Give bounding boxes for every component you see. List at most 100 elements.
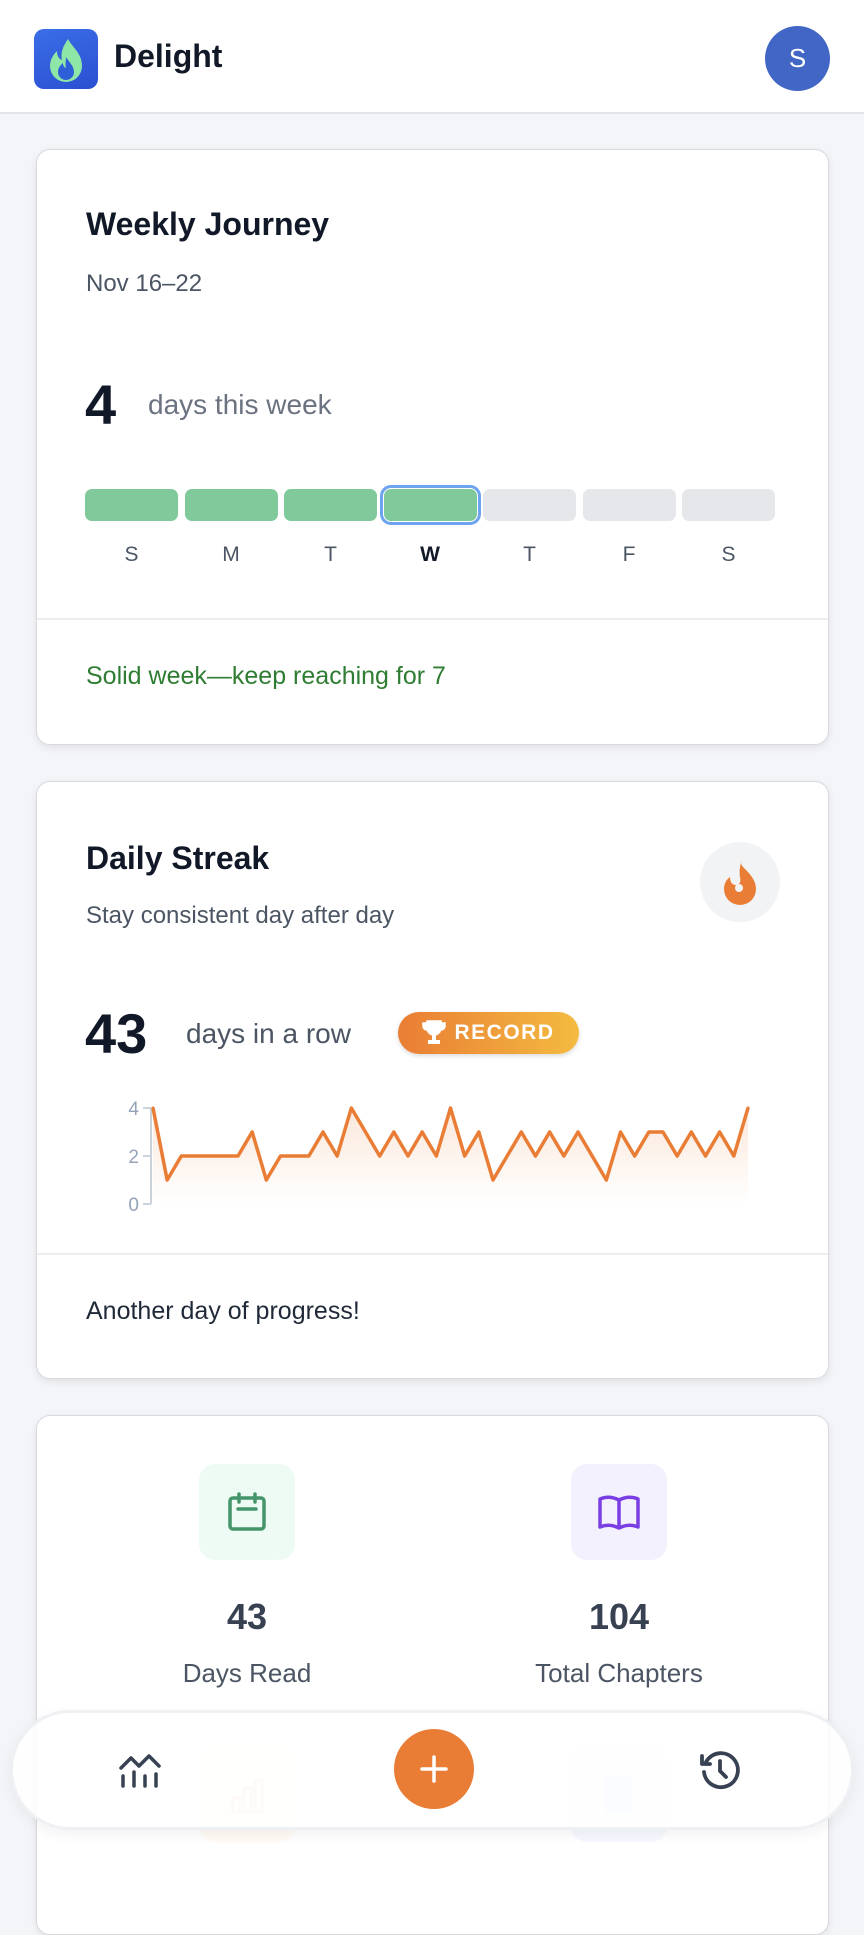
day-label: M <box>222 543 240 566</box>
streak-message: Another day of progress! <box>86 1297 360 1325</box>
streak-count: 43 <box>85 1002 148 1065</box>
day-label: F <box>622 543 636 566</box>
streak-point <box>449 1106 452 1110</box>
record-label: RECORD <box>454 1021 555 1044</box>
stats-card: 43 Days Read 104 Total Chapters <box>36 1415 829 1935</box>
total-chapters-label: Total Chapters <box>535 1658 703 1688</box>
day-bar <box>483 489 576 521</box>
card-subtitle: Stay consistent day after day <box>86 902 395 929</box>
day-bar <box>582 489 676 521</box>
streak-point <box>647 1130 651 1134</box>
day-bar <box>284 489 377 521</box>
streak-point <box>689 1130 693 1134</box>
card-title: Weekly Journey <box>86 206 330 242</box>
streak-point <box>420 1130 424 1134</box>
streak-point <box>491 1178 495 1182</box>
streak-point <box>534 1154 537 1158</box>
streak-count-label: days in a row <box>186 1018 351 1049</box>
y-tick-label: 4 <box>128 1099 139 1120</box>
streak-point <box>732 1154 736 1158</box>
total-chapters-value: 104 <box>588 1596 650 1637</box>
y-tick-label: 2 <box>128 1147 139 1168</box>
streak-point <box>321 1130 325 1134</box>
streak-chart: 0 2 4 <box>128 1099 750 1216</box>
streak-point <box>562 1154 566 1158</box>
nav-stats-button[interactable] <box>113 1743 167 1797</box>
streak-point <box>406 1154 410 1158</box>
streak-point <box>463 1154 467 1158</box>
streak-point <box>236 1154 240 1158</box>
streak-point <box>675 1154 679 1158</box>
streak-point <box>746 1106 750 1110</box>
streak-point <box>378 1154 382 1158</box>
divider <box>37 1253 828 1255</box>
app-name: Delight <box>114 38 223 74</box>
day-label: S <box>721 543 736 566</box>
week-count-label: days this week <box>148 389 332 420</box>
add-button[interactable] <box>394 1729 474 1809</box>
calendar-icon <box>228 1492 266 1531</box>
streak-point <box>590 1154 594 1158</box>
avatar[interactable]: S <box>765 26 830 91</box>
flame-icon <box>724 860 756 905</box>
streak-point <box>165 1178 169 1182</box>
streak-point <box>619 1130 622 1134</box>
app-logo[interactable] <box>34 29 98 89</box>
streak-point <box>548 1130 552 1134</box>
streak-point <box>576 1130 580 1134</box>
day-label: T <box>324 543 337 566</box>
date-range: Nov 16–22 <box>86 270 203 297</box>
streak-point <box>519 1130 523 1134</box>
chart-line-icon <box>119 1754 161 1788</box>
day-bar <box>682 489 775 521</box>
streak-point <box>349 1106 353 1110</box>
streak-point <box>222 1154 226 1158</box>
streak-point <box>434 1154 438 1158</box>
plus-icon <box>420 1755 448 1783</box>
weekly-message: Solid week—keep reaching for 7 <box>86 662 446 690</box>
daily-streak-card: Daily Streak Stay consistent day after d… <box>36 781 829 1379</box>
streak-point <box>718 1130 722 1134</box>
days-read-tile <box>199 1464 295 1560</box>
streak-point <box>477 1130 481 1134</box>
streak-point <box>250 1130 254 1134</box>
streak-point <box>293 1154 297 1158</box>
day-bar <box>379 485 481 525</box>
y-tick-label: 0 <box>128 1195 139 1216</box>
history-icon <box>700 1751 740 1790</box>
week-count: 4 <box>85 373 117 436</box>
streak-point <box>264 1178 268 1182</box>
streak-point <box>194 1154 197 1158</box>
flame-icon <box>50 39 82 82</box>
bottom-nav <box>10 1710 854 1830</box>
streak-point <box>505 1154 509 1158</box>
day-bar <box>184 489 278 521</box>
streak-point <box>704 1154 707 1158</box>
day-label: T <box>523 543 536 566</box>
day-bar <box>85 489 178 521</box>
record-badge: RECORD <box>398 1012 579 1054</box>
app-header: Delight S <box>0 0 864 114</box>
divider <box>37 618 828 620</box>
book-open-icon <box>598 1495 640 1530</box>
streak-point <box>208 1154 212 1158</box>
streak-point <box>151 1106 155 1110</box>
streak-point <box>179 1154 183 1158</box>
nav-history-button[interactable] <box>693 1743 747 1797</box>
days-read-label: Days Read <box>182 1658 312 1688</box>
streak-point <box>279 1154 282 1158</box>
streak-point <box>307 1154 311 1158</box>
card-title: Daily Streak <box>86 840 270 876</box>
total-chapters-tile <box>571 1464 667 1560</box>
weekly-journey-card: Weekly Journey Nov 16–22 4 days this wee… <box>36 149 829 745</box>
streak-point <box>335 1154 339 1158</box>
streak-point <box>604 1178 608 1182</box>
streak-icon-badge <box>700 842 780 922</box>
trophy-icon <box>422 1020 447 1044</box>
day-label: W <box>420 543 440 566</box>
streak-point <box>633 1154 637 1158</box>
streak-point <box>392 1130 396 1134</box>
streak-point <box>364 1130 367 1134</box>
day-label: S <box>124 543 139 566</box>
streak-point <box>661 1130 665 1134</box>
